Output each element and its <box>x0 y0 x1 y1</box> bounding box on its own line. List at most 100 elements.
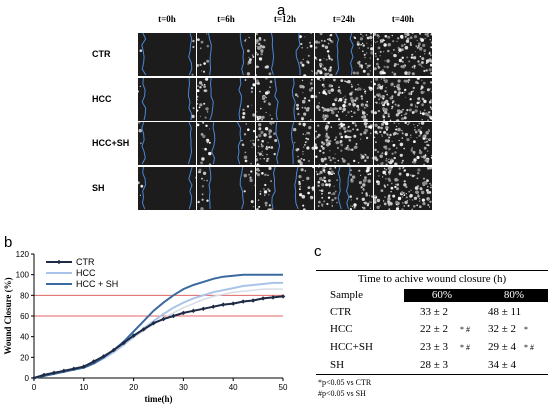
sample-header: Sample <box>330 289 363 301</box>
table-row: SH 28 ± 3 34 ± 4 <box>316 359 548 373</box>
micrograph-tile <box>197 33 255 76</box>
row-label: SH <box>92 183 105 193</box>
data-point <box>51 370 57 376</box>
micrograph-tile <box>138 78 196 121</box>
row-label: CTR <box>92 49 111 59</box>
micrograph-tile <box>138 122 196 165</box>
footnote-sh: #p<0.05 vs SH <box>318 389 366 398</box>
value-60-cell: 22 ± 2 <box>420 323 449 335</box>
x-tick-label: 50 <box>279 383 288 392</box>
legend-label: CTR <box>76 257 95 267</box>
data-point <box>41 372 47 378</box>
sample-cell: CTR <box>330 306 352 318</box>
y-tick-label: 120 <box>16 250 30 259</box>
time-header: t=12h <box>273 14 297 24</box>
data-point <box>161 316 166 322</box>
data-point <box>280 294 286 299</box>
time-header: t=0h <box>158 14 176 24</box>
legend-label: HCC <box>76 268 96 278</box>
x-axis-label: time(h) <box>145 394 173 404</box>
data-point <box>91 359 96 364</box>
y-tick-label: 100 <box>16 271 30 280</box>
data-point <box>201 306 206 311</box>
table-title: Time to achive wound closure (h) <box>357 273 507 285</box>
time-header: t=40h <box>391 14 415 24</box>
value-80-cell: 48 ± 11 <box>488 306 522 318</box>
y-tick-label: 20 <box>20 353 29 362</box>
time-header: t=6h <box>217 14 235 24</box>
data-point <box>270 295 276 300</box>
wound-closure-chart: 0 20 40 60 80 100 120 0 10 20 30 40 50 time(h) Wound C… <box>3 250 288 404</box>
micrograph-tile <box>315 122 373 165</box>
value-80-cell: 29 ± 4 <box>488 341 517 353</box>
data-point <box>191 308 196 314</box>
micrograph-tile <box>374 78 432 121</box>
series-line <box>33 281 283 379</box>
series-line <box>33 273 283 379</box>
series-line <box>33 295 284 379</box>
marker-60-cell: * # <box>460 343 470 352</box>
data-point <box>101 354 106 359</box>
micrograph-tile <box>374 167 432 210</box>
micrograph-tile <box>315 78 373 121</box>
micrograph-tile <box>374 122 432 165</box>
micrograph-tile <box>138 33 196 76</box>
micrograph-tile <box>256 122 314 165</box>
value-60-cell: 23 ± 3 <box>420 341 449 353</box>
data-point <box>181 310 186 316</box>
footnote-ctr: *p<0.05 vs CTR <box>318 378 372 387</box>
marker-80-cell: * # <box>524 343 534 352</box>
legend-marker <box>56 259 62 265</box>
sample-cell: HCC <box>330 323 353 335</box>
data-point <box>221 302 226 307</box>
x-tick-label: 20 <box>129 383 138 392</box>
marker-60-cell: * # <box>460 325 470 334</box>
y-tick-label: 60 <box>20 312 29 321</box>
micrograph-tile <box>256 167 314 210</box>
table-row: CTR 33 ± 2 48 ± 11 <box>316 306 548 320</box>
time-header: t=24h <box>332 14 356 24</box>
value-80-cell: 34 ± 4 <box>488 359 517 371</box>
legend-label: HCC + SH <box>76 279 118 289</box>
data-point <box>240 299 246 304</box>
micrograph-tile <box>256 33 314 76</box>
data-point <box>250 298 256 303</box>
value-60-cell: 28 ± 3 <box>420 359 449 371</box>
data-point <box>121 340 126 346</box>
panel-b-letter: b <box>4 234 13 251</box>
data-point <box>31 375 37 381</box>
micrograph-tile <box>315 33 373 76</box>
x-tick-label: 40 <box>229 383 238 392</box>
value-60-cell: 33 ± 2 <box>420 306 449 318</box>
data-point <box>211 304 216 309</box>
data-point <box>151 321 156 326</box>
value-80-cell: 32 ± 2 <box>488 323 517 335</box>
micrograph-tile <box>197 78 255 121</box>
y-axis-label: Wound Closure (%) <box>3 277 13 354</box>
y-tick-label: 40 <box>20 333 29 342</box>
marker-80-cell: * <box>524 325 528 334</box>
table-row: HCC 22 ± 2 * # 32 ± 2 * <box>316 323 548 337</box>
row-label: HCC <box>92 94 112 104</box>
data-point <box>81 364 86 369</box>
data-point <box>71 366 77 371</box>
row-label: HCC+SH <box>92 138 130 148</box>
data-point <box>61 368 67 373</box>
micrograph-tile <box>374 33 432 76</box>
table-title-row: Time to achive wound closure (h) <box>316 273 548 287</box>
data-point <box>111 347 116 353</box>
data-point <box>131 333 136 338</box>
col-header-60: 60% <box>404 289 480 302</box>
sample-cell: HCC+SH <box>330 341 373 353</box>
micrograph-tile <box>138 167 196 210</box>
table-row: HCC+SH 23 ± 3 * # 29 ± 4 * # <box>316 341 548 355</box>
table-header-row: Sample 60% 80% <box>316 289 548 303</box>
data-point <box>141 327 146 332</box>
micrograph-tile <box>197 167 255 210</box>
panel-a-letter: a <box>277 2 286 19</box>
micrograph-tile <box>315 167 373 210</box>
sample-cell: SH <box>330 359 345 371</box>
x-tick-label: 10 <box>79 383 88 392</box>
series-line <box>33 288 283 379</box>
data-point <box>260 296 266 301</box>
